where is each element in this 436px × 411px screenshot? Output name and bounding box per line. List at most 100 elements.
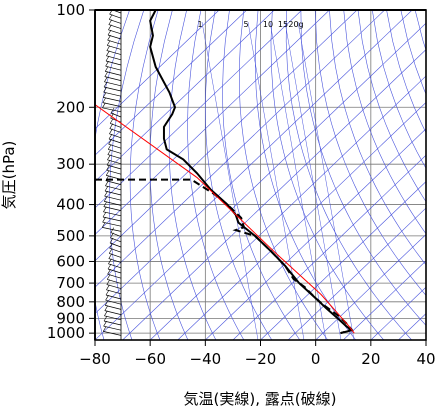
- wind-barb: [108, 149, 122, 154]
- wind-barb: [107, 273, 122, 279]
- isotherm-line: [122, 49, 426, 340]
- wind-barb-feather: [105, 289, 110, 296]
- mixing-ratio-label: 10: [263, 20, 273, 29]
- isotherm-line: [287, 207, 426, 340]
- y-tick-label: 200: [56, 98, 85, 116]
- wind-barb-feather: [106, 165, 110, 171]
- wind-barb: [109, 133, 122, 139]
- isotherm-line: [95, 10, 275, 183]
- y-axis-label: 気圧(hPa): [0, 141, 18, 210]
- x-tick-label: −40: [190, 350, 222, 368]
- wind-barb-feather: [102, 326, 107, 332]
- wind-barb-feather: [108, 14, 113, 20]
- dry-adiabat-line: [300, 10, 426, 326]
- mixing-ratio-label: 1: [197, 20, 202, 29]
- dry-adiabat-line: [371, 10, 426, 169]
- wind-barb-feather: [108, 248, 113, 254]
- wind-barb-feather: [106, 284, 110, 290]
- wind-barb: [102, 221, 122, 227]
- wind-barb-feather: [108, 253, 113, 259]
- x-tick-label: 40: [416, 350, 435, 368]
- isotherm-line: [425, 339, 426, 340]
- wind-barb-feather: [106, 159, 111, 166]
- y-tick-label: 900: [56, 309, 85, 327]
- isotherm-line: [95, 10, 247, 156]
- wind-barb: [109, 247, 122, 253]
- wind-barb-feather: [101, 222, 106, 228]
- wind-barb: [103, 331, 122, 336]
- wind-barb: [104, 201, 122, 206]
- y-tick-label: 100: [56, 1, 85, 19]
- dry-adiabat-line: [357, 10, 426, 203]
- wind-barb-feather: [109, 128, 113, 134]
- dry-adiabat-line: [205, 10, 273, 340]
- wind-barb-feather: [108, 133, 113, 140]
- dry-adiabat-line: [238, 10, 329, 340]
- y-tick-label: 600: [56, 252, 85, 270]
- wind-barb-feather: [110, 4, 113, 9]
- wind-barb-feather: [108, 139, 112, 145]
- wind-barb: [104, 81, 122, 87]
- wind-barb-feather: [104, 191, 108, 197]
- wind-barb-feather: [105, 295, 109, 301]
- wind-barb-feather: [106, 40, 111, 46]
- wind-barb-feather: [106, 45, 111, 51]
- wind-barb-feather: [110, 113, 114, 119]
- wind-barb-feather: [110, 232, 114, 238]
- wind-barb-feather: [104, 76, 108, 82]
- wind-barb-feather: [104, 300, 109, 306]
- isotherm-line: [315, 233, 426, 340]
- temperature-line: [149, 10, 354, 335]
- wind-barb-feather: [103, 196, 108, 202]
- wind-barb-feather: [109, 237, 114, 244]
- wind-barb-feather: [109, 118, 114, 124]
- dry-adiabat-line: [343, 10, 426, 235]
- wind-barb-feather: [108, 24, 112, 30]
- mixing-ratio-label: 20g: [288, 20, 303, 29]
- wind-barb-feather: [105, 170, 110, 176]
- adiabat-lines: [95, 10, 426, 340]
- wind-barb-feather: [103, 81, 108, 88]
- y-tick-label: 400: [56, 196, 85, 214]
- dry-adiabat-line: [386, 10, 426, 134]
- wind-barb-feather: [103, 201, 108, 207]
- dry-adiabat-line: [329, 10, 426, 266]
- wind-barb-feather: [105, 180, 109, 186]
- wind-barb: [110, 237, 122, 243]
- x-tick-label: −80: [79, 350, 111, 368]
- wind-barb-feather: [106, 279, 111, 285]
- isotherm-line: [149, 75, 426, 340]
- wind-barb: [103, 320, 122, 326]
- dry-adiabat-line: [109, 10, 145, 340]
- wind-barb: [103, 91, 122, 97]
- dry-adiabat-line: [270, 10, 384, 340]
- x-tick-label: −60: [134, 350, 166, 368]
- dry-adiabat-line: [168, 10, 217, 340]
- dry-adiabat-line: [222, 10, 301, 340]
- isotherm-line: [95, 10, 385, 288]
- wind-barb-feather: [109, 243, 113, 249]
- mixing-ratio-label: 15: [278, 20, 288, 29]
- wind-barb-feather: [102, 97, 107, 103]
- isotherm-line: [343, 260, 426, 340]
- y-tick-label: 1000: [47, 324, 85, 342]
- x-axis-label: 気温(実線), 露点(破線): [184, 390, 337, 408]
- dry-adiabat-line: [129, 10, 161, 340]
- data-series: [95, 10, 355, 335]
- wind-barb: [104, 76, 122, 81]
- wind-barb: [103, 97, 122, 102]
- wind-barb-feather: [102, 92, 107, 98]
- wind-barb-feather: [103, 87, 107, 93]
- wind-barb: [109, 128, 122, 133]
- wind-barb-feather: [102, 102, 106, 108]
- wind-barb: [107, 154, 122, 159]
- isotherm-line: [95, 10, 413, 315]
- dry-adiabat-line: [255, 10, 357, 340]
- wind-barb-feather: [102, 211, 107, 218]
- isotherm-line: [205, 128, 426, 340]
- dry-adiabat-line: [95, 10, 130, 340]
- dry-adiabat-line: [285, 10, 412, 340]
- isotherm-line: [232, 154, 426, 340]
